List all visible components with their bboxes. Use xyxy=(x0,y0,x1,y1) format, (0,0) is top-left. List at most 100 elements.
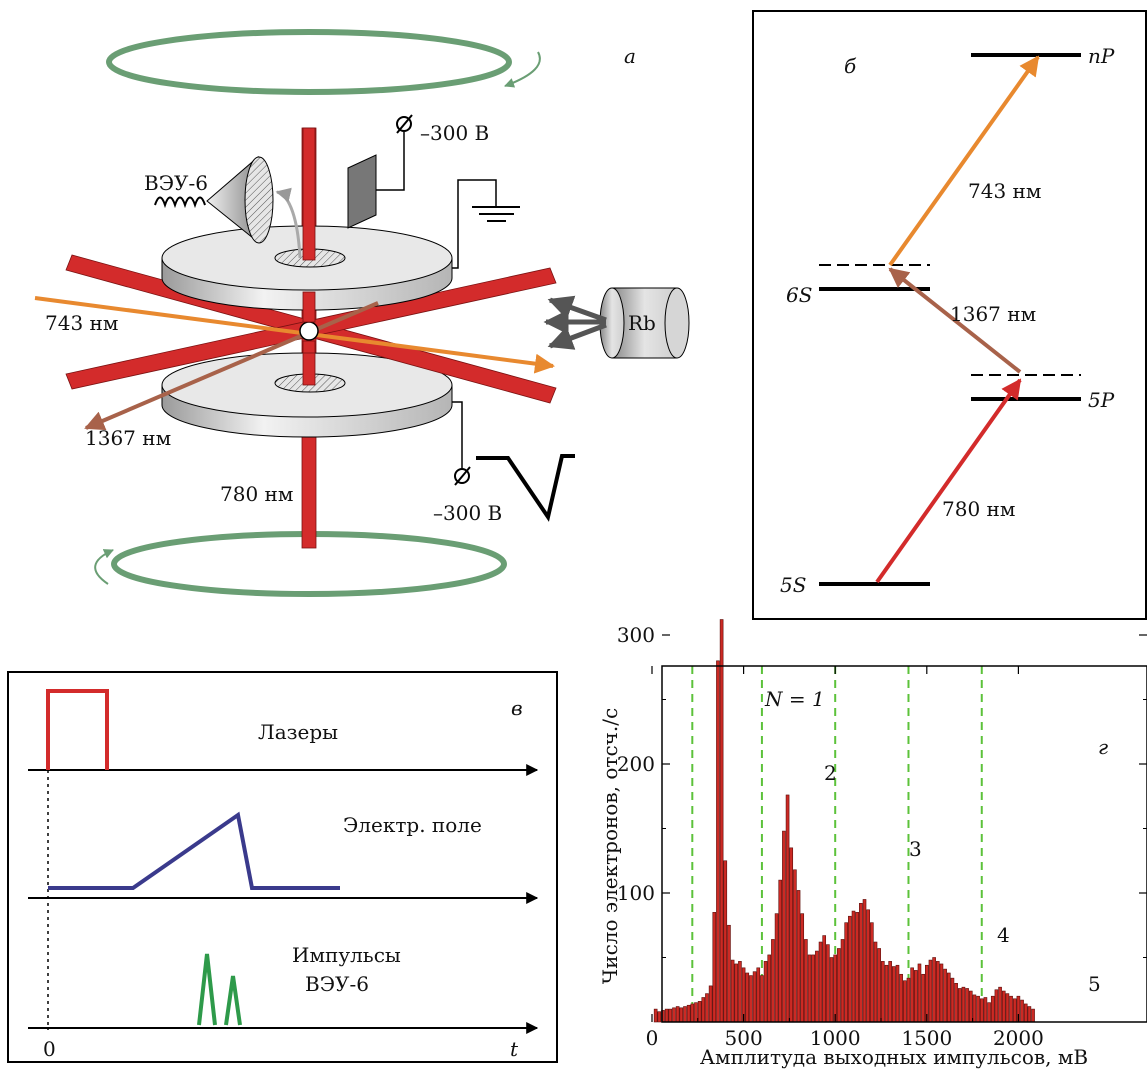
histogram-bar xyxy=(668,1008,673,1023)
histogram-bar xyxy=(789,847,794,1023)
histogram-bar xyxy=(943,968,947,1023)
interaction-point xyxy=(299,321,319,341)
histogram-bar xyxy=(998,986,1002,1023)
histogram-bar xyxy=(1031,1008,1035,1023)
histogram-bar xyxy=(657,1011,662,1023)
histogram-bar xyxy=(686,1004,691,1023)
histogram-bar xyxy=(844,922,848,1023)
histogram-bar xyxy=(771,939,775,1023)
row-pulses-label-2: ВЭУ-6 xyxy=(305,972,369,996)
time-axis-label: t xyxy=(510,1037,519,1061)
field-ramp xyxy=(48,811,340,890)
annotation-n4: 4 xyxy=(997,923,1010,947)
histogram-bar xyxy=(862,899,867,1023)
histogram-bar xyxy=(873,941,878,1023)
histogram-bar xyxy=(855,912,859,1023)
histogram-bar xyxy=(870,922,874,1023)
histogram-bar xyxy=(800,913,805,1023)
histogram-bar xyxy=(954,982,958,1023)
histogram-bar xyxy=(738,961,742,1023)
voltage-top-label: –300 В xyxy=(420,121,489,145)
y-axis-ticks: 100 200 300 xyxy=(617,623,1147,958)
histogram-bar xyxy=(822,935,827,1023)
x-axis-ticks: 0 500 1000 1500 2000 xyxy=(646,666,1044,1050)
histogram-bar xyxy=(708,985,713,1023)
histogram-bar xyxy=(928,959,933,1023)
histogram-bar xyxy=(972,994,977,1023)
histogram-bar xyxy=(782,830,786,1023)
histogram-bar xyxy=(763,961,768,1023)
histogram-bar xyxy=(866,909,870,1023)
histogram-bar xyxy=(851,910,856,1023)
panel-c-frame xyxy=(7,671,558,1063)
histogram-bar xyxy=(892,966,896,1023)
histogram-bar xyxy=(1009,995,1013,1023)
histogram-bar xyxy=(796,890,801,1023)
detector-pulse-2 xyxy=(224,975,242,1026)
panel-c: в Лазеры Электр. поле Импульсы ВЭУ-6 0 t xyxy=(7,671,558,1063)
annotation-n3: 3 xyxy=(909,837,922,861)
histogram-bar xyxy=(935,961,940,1023)
y-tick-label: 100 xyxy=(617,881,655,905)
x-tick-label: 0 xyxy=(646,1026,659,1050)
histogram-bar xyxy=(895,964,900,1023)
detector-pulse-1 xyxy=(197,953,217,1026)
level-5S-label: 5S xyxy=(780,573,806,597)
laser-1367-label: 1367 нм xyxy=(85,426,171,450)
histogram-bar xyxy=(1005,993,1010,1023)
y-tick-label: 200 xyxy=(617,752,655,776)
histogram-bar xyxy=(727,924,731,1023)
laser-780-label: 780 нм xyxy=(220,482,293,506)
wl-743-label: 743 нм xyxy=(968,179,1041,203)
histogram-bar xyxy=(716,660,720,1023)
threshold-lines xyxy=(691,666,983,1022)
histogram-bar xyxy=(950,977,955,1023)
panel-a-letter: а xyxy=(624,44,636,68)
histogram-bar xyxy=(793,869,797,1023)
panel-b-frame xyxy=(752,10,1147,620)
voltage-pulse-shape xyxy=(476,454,575,522)
laser-743-label: 743 нм xyxy=(45,311,118,335)
histogram-bar xyxy=(968,990,973,1023)
histogram-bar xyxy=(884,964,889,1023)
histogram-bar xyxy=(987,1002,991,1023)
histogram-bar xyxy=(745,972,750,1023)
panel-a: ВЭУ-6 –300 В –300 В Rb 743 нм xyxy=(34,29,690,597)
panel-b: б nP 6S 5P 5S 743 нм 1367 нм 780 нм xyxy=(752,10,1147,620)
histogram-bar xyxy=(774,913,779,1023)
histogram-bar xyxy=(811,954,816,1023)
histogram-bar xyxy=(881,961,885,1023)
histogram-bar xyxy=(690,1003,695,1023)
transition-743 xyxy=(888,55,1040,267)
detector-label: ВЭУ-6 xyxy=(144,171,208,195)
histogram-bar xyxy=(888,961,892,1023)
histogram-bar xyxy=(694,1002,698,1023)
detector-veu6 xyxy=(154,155,274,244)
histogram-bar xyxy=(1023,1003,1028,1023)
histogram-bar xyxy=(939,963,944,1023)
histogram-bar xyxy=(705,993,709,1023)
histogram-bar xyxy=(914,970,918,1023)
electron-trajectory xyxy=(275,187,302,259)
chart-x-axis-label: Амплитуда выходных импульсов, мВ xyxy=(700,1045,1088,1069)
histogram-bar xyxy=(712,912,717,1023)
annotation-n5: 5 xyxy=(1088,972,1101,996)
histogram-bar xyxy=(1001,990,1006,1023)
top-coil xyxy=(106,29,512,95)
histogram-bar xyxy=(756,967,761,1023)
laser-1367-beam xyxy=(84,301,379,431)
histogram-bars xyxy=(653,619,1035,1023)
histogram-bar xyxy=(833,954,838,1023)
histogram-bar xyxy=(664,1008,669,1023)
level-6S-label: 6S xyxy=(786,283,812,307)
histogram-bar xyxy=(994,989,999,1023)
histogram-bar xyxy=(877,948,881,1023)
histogram-bar xyxy=(859,903,863,1023)
histogram-bar xyxy=(910,967,914,1023)
histogram-bar xyxy=(785,794,790,1023)
histogram-bar xyxy=(675,1006,680,1023)
annotation-n1: N = 1 xyxy=(764,687,825,711)
histogram-bar xyxy=(990,995,995,1023)
histogram-bar xyxy=(815,950,819,1023)
